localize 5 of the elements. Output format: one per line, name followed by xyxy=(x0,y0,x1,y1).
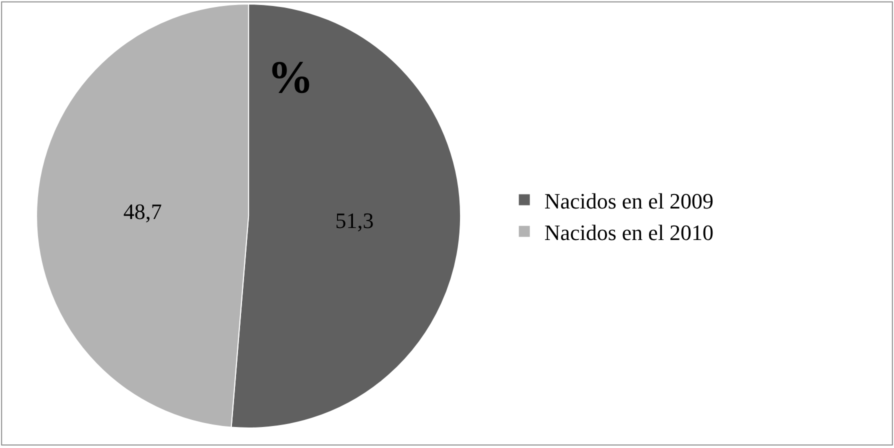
legend-label: Nacidos en el 2010 xyxy=(544,220,714,245)
text: % xyxy=(268,51,314,102)
data-label: 48,7 xyxy=(123,199,162,224)
data-label: 51,3 xyxy=(335,208,374,233)
legend-label: Nacidos en el 2009 xyxy=(544,188,714,214)
